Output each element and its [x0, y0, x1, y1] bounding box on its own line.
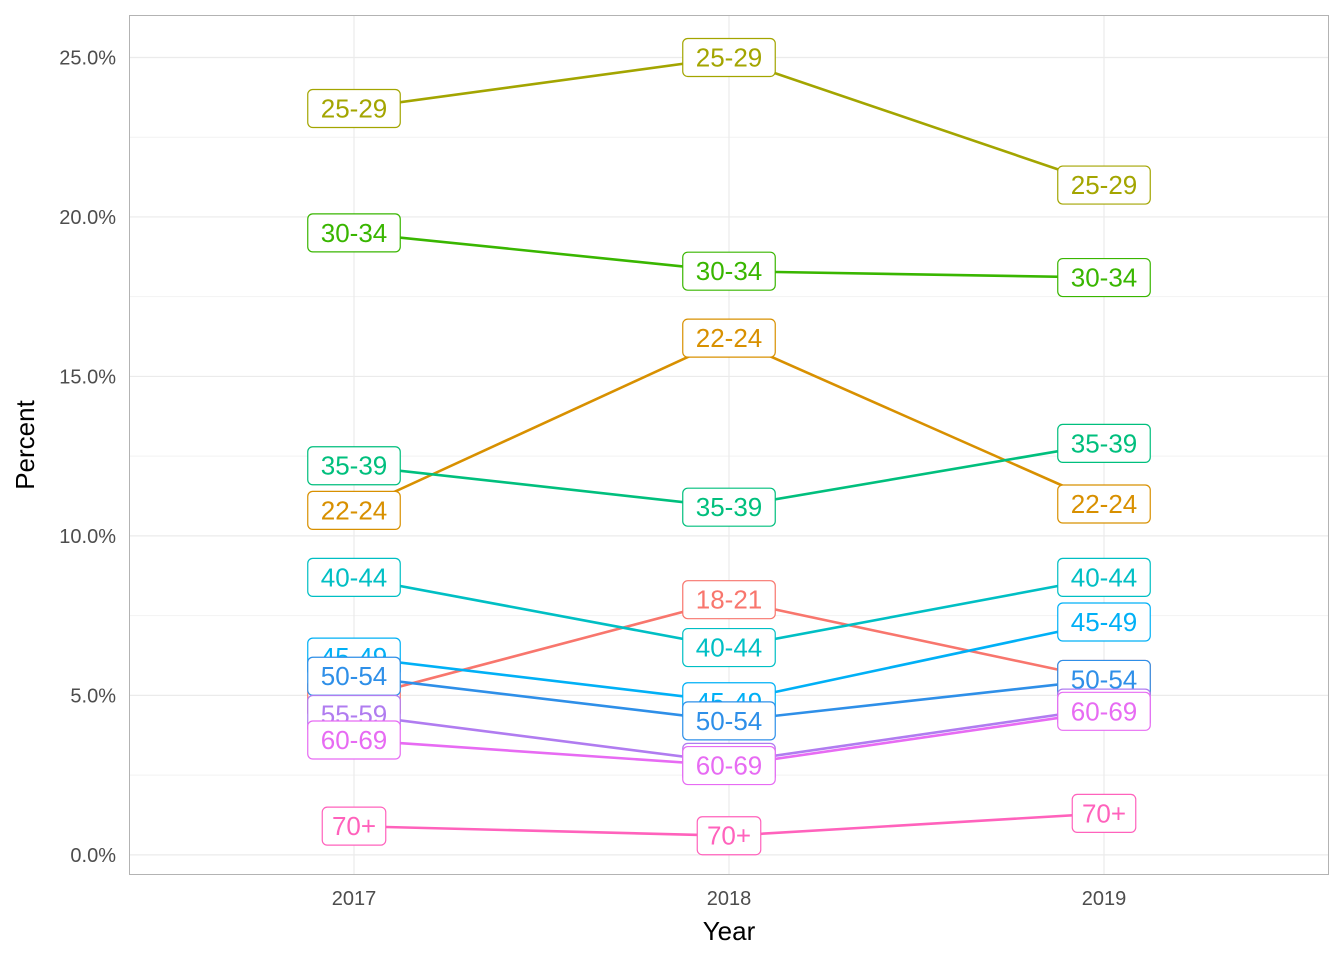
label-box [682, 251, 776, 291]
series-label-50-54: 50-54 [307, 656, 401, 696]
y-tick-label: 20.0% [59, 207, 116, 229]
series-label-50-54: 50-54 [682, 701, 776, 741]
y-tick-label: 10.0% [59, 526, 116, 548]
label-text: 30-34 [1071, 263, 1138, 293]
x-tick-label: 2019 [1082, 888, 1127, 910]
series-label-45-49: 45-49 [1057, 602, 1151, 642]
series-label-30-34: 30-34 [682, 251, 776, 291]
label-box [307, 213, 401, 253]
series-label-22-24: 22-24 [307, 490, 401, 530]
label-box [1057, 691, 1151, 731]
plot-panel-border [129, 15, 1329, 875]
label-box [307, 490, 401, 530]
label-box [1071, 793, 1137, 833]
label-text: 35-39 [1071, 428, 1138, 458]
label-box [1057, 557, 1151, 597]
label-box [682, 37, 776, 78]
label-text: 25-29 [321, 93, 388, 123]
label-box [682, 627, 776, 668]
y-tick-label: 5.0% [70, 685, 116, 707]
label-box [1057, 602, 1151, 642]
label-box [307, 557, 401, 597]
label-text: 40-44 [1071, 562, 1138, 592]
label-box [1057, 423, 1151, 464]
series-label-60-69: 60-69 [307, 720, 401, 760]
label-box [1057, 484, 1151, 524]
series-label-70+: 70+ [696, 816, 762, 856]
x-axis-ticks: 2017 2018 2019 [332, 888, 1127, 910]
label-text: 18-21 [696, 585, 763, 615]
label-text: 25-29 [696, 42, 763, 72]
series-label-22-24: 22-24 [682, 318, 776, 358]
label-text: 50-54 [696, 706, 763, 736]
label-box [696, 816, 762, 856]
label-box [682, 318, 776, 358]
label-text: 60-69 [696, 751, 763, 781]
label-text: 30-34 [696, 256, 763, 286]
label-box [307, 720, 401, 760]
series-label-25-29: 25-29 [1057, 165, 1151, 205]
y-tick-label: 15.0% [59, 366, 116, 388]
label-text: 25-29 [1071, 170, 1138, 200]
x-tick-label: 2017 [332, 888, 377, 910]
series-label-60-69: 60-69 [682, 745, 776, 786]
label-text: 50-54 [321, 661, 388, 691]
label-text: 40-44 [696, 633, 763, 663]
label-text: 70+ [332, 811, 376, 841]
label-text: 60-69 [321, 725, 388, 755]
label-text: 40-44 [321, 562, 388, 592]
x-tick-label: 2018 [707, 888, 752, 910]
series-label-30-34: 30-34 [307, 213, 401, 253]
series-label-18-21: 18-21 [682, 580, 776, 620]
series-label-60-69: 60-69 [1057, 691, 1151, 731]
x-axis-title: Year [703, 916, 756, 946]
label-box [1057, 165, 1151, 205]
series-label-40-44: 40-44 [1057, 557, 1151, 597]
label-text: 45-49 [1071, 607, 1138, 637]
label-box [321, 806, 387, 846]
label-box [682, 701, 776, 741]
y-axis-title: Percent [10, 399, 40, 489]
series-label-70+: 70+ [1071, 793, 1137, 833]
label-box [682, 580, 776, 620]
series-label-35-39: 35-39 [682, 487, 776, 527]
label-text: 22-24 [696, 323, 763, 353]
label-box [307, 446, 401, 486]
series-label-22-24: 22-24 [1057, 484, 1151, 524]
label-text: 70+ [1082, 798, 1126, 828]
label-text: 70+ [707, 821, 751, 851]
label-text: 30-34 [321, 218, 388, 248]
series-label-40-44: 40-44 [682, 627, 776, 668]
label-box [1057, 257, 1151, 298]
y-axis-ticks: 0.0% 5.0% 10.0% 15.0% 20.0% 25.0% [59, 47, 116, 866]
series-label-25-29: 25-29 [682, 37, 776, 78]
label-text: 22-24 [321, 495, 388, 525]
label-text: 22-24 [1071, 489, 1138, 519]
label-box [682, 487, 776, 527]
label-text: 60-69 [1071, 696, 1138, 726]
series-label-40-44: 40-44 [307, 557, 401, 597]
series-label-30-34: 30-34 [1057, 257, 1151, 298]
y-tick-label: 0.0% [70, 845, 116, 867]
y-tick-label: 25.0% [59, 47, 116, 69]
label-text: 35-39 [321, 451, 388, 481]
series-labels: 18-2118-2118-2122-2422-2422-2425-2925-29… [307, 37, 1151, 856]
series-label-35-39: 35-39 [307, 446, 401, 486]
label-box [682, 745, 776, 786]
label-text: 35-39 [696, 492, 763, 522]
series-label-70+: 70+ [321, 806, 387, 846]
series-label-25-29: 25-29 [307, 88, 401, 129]
label-box [307, 88, 401, 129]
series-label-35-39: 35-39 [1057, 423, 1151, 464]
